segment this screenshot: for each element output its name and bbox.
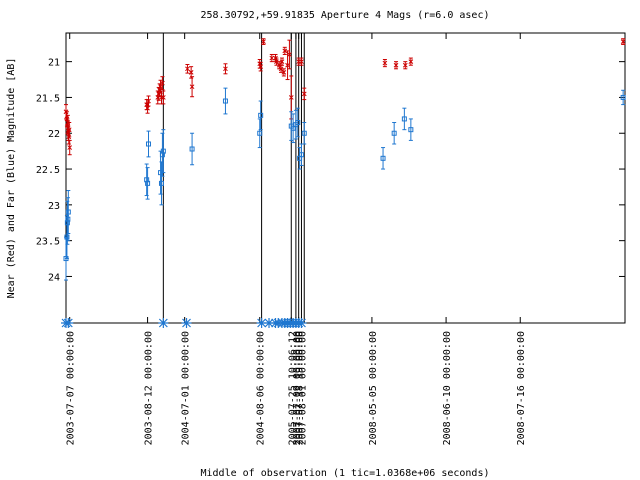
data-point-far [257,130,263,136]
data-point-far [160,148,166,154]
y-tick-label: 24 [48,272,60,283]
data-point-near [382,60,388,66]
data-point-near [188,70,194,75]
data-point-near [408,59,414,64]
y-tick-label: 21.5 [36,93,60,104]
x-tick-label: 2004-07-01 00:00:00 [181,331,192,445]
data-point-near [287,52,292,57]
data-point-near [269,55,275,61]
observation-marker [181,318,192,328]
x-tick-label: 2005-07-25 10:06:12 [287,331,298,445]
data-point-far [146,141,152,147]
data-point-near [299,59,304,64]
data-point-far [301,130,307,136]
data-point-far [298,152,304,158]
data-point-near [145,105,150,111]
observation-marker [296,318,307,328]
chart-title: 258.30792,+59.91835 Aperture 4 Mags (r=6… [201,10,490,21]
x-axis-label: Middle of observation (1 tic=1.0368e+06 … [201,468,490,479]
data-point-far [391,130,397,136]
data-point-near [402,62,408,68]
data-point-far [189,146,195,152]
x-tick-label: 2008-05-05 00:00:00 [368,331,379,445]
data-point-near [67,145,73,150]
data-point-near [185,66,190,72]
observation-marker [158,318,169,328]
y-tick-label: 22 [48,129,60,140]
y-axis-label: Near (Red) and Far (Blue) Magnitude [AB] [6,58,17,299]
data-point-far [620,94,626,100]
data-point-far [408,127,414,133]
data-point-far [222,98,228,104]
data-point-near [223,66,228,72]
data-point-near [301,91,307,97]
data-point-near [160,95,166,100]
y-tick-label: 23.5 [36,237,60,248]
data-point-far [145,180,151,186]
data-point-far [258,112,264,118]
observation-marker [264,318,275,328]
data-point-near [160,80,165,86]
data-point-far [65,209,71,215]
x-tick-label: 2003-08-12 00:00:00 [144,331,155,445]
data-point-near [159,95,164,100]
data-point-near [258,64,264,70]
data-point-near [282,48,288,54]
data-point-near [261,39,266,44]
x-tick-label: 2007-07-18 19:00:00 [295,331,306,445]
x-tick-label: 2008-06-10 00:00:00 [442,331,453,445]
x-tick-label: 2003-07-07 00:00:00 [66,331,77,445]
data-point-near [146,98,151,104]
data-point-near [278,66,284,72]
x-tick-label: 2007-08-01 00:00:00 [297,331,308,445]
y-tick-label: 23 [48,201,60,212]
y-tick-label: 22.5 [36,165,60,176]
observation-marker [256,318,267,328]
data-point-far [290,125,296,131]
data-point-near [281,70,287,75]
x-tick-label: 2004-08-06 00:00:00 [256,331,267,445]
data-point-near [189,84,195,90]
data-point-near [285,62,290,68]
data-point-near [279,59,285,64]
plot-area: 21 21.5 22 22.5 23 23.5 24 2003-07-07 00:00:00 2… [36,32,626,445]
y-tick-label: 21 [48,58,60,69]
data-point-near [288,95,294,100]
observation-marker [63,318,74,328]
data-point-near [620,39,626,44]
data-point-far [401,116,407,122]
data-point-far [380,155,386,161]
plot-frame [65,32,626,324]
data-point-near [393,62,399,68]
data-point-near [158,84,163,90]
x-tick-label: 2008-07-16 00:00:00 [516,331,527,445]
data-point-near [274,59,279,64]
data-point-far [295,120,301,126]
data-point-near [66,127,72,133]
data-point-far [158,180,164,186]
x-tick-label: 2007-07-09 00:00:00 [292,331,303,445]
